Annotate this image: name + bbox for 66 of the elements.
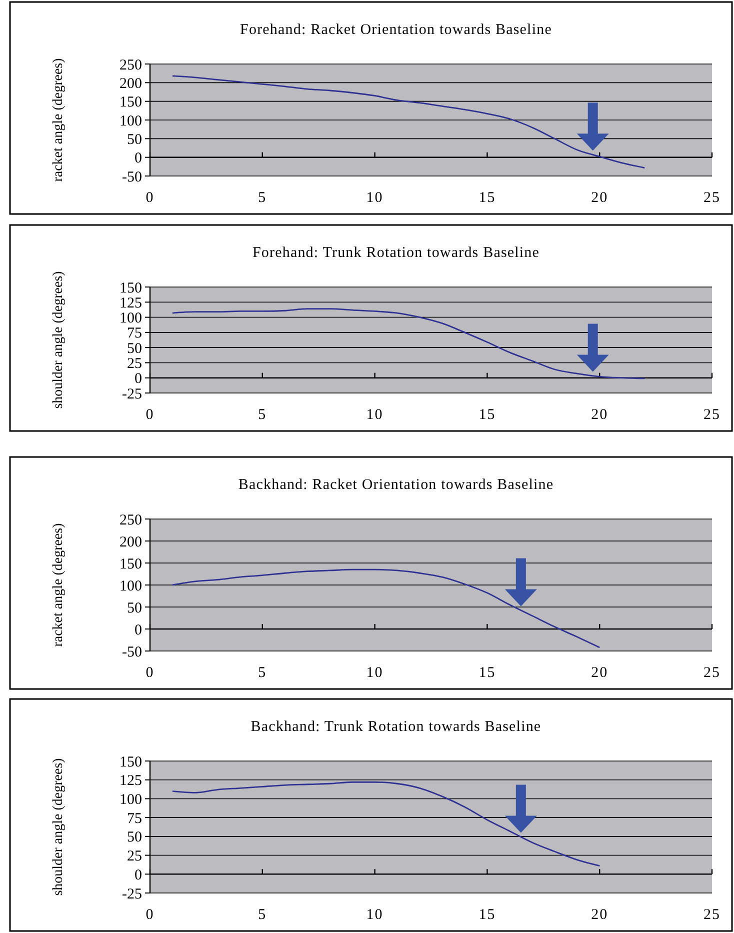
y-tick-label: 100 xyxy=(120,310,142,327)
x-tick-label: 5 xyxy=(258,190,267,206)
y-tick-label: 125 xyxy=(120,773,142,790)
y-tick-label: 75 xyxy=(127,810,142,827)
y-tick-label: -50 xyxy=(122,169,142,186)
y-axis-title: shoulder angle (degrees) xyxy=(51,758,66,896)
y-tick-label: 0 xyxy=(134,867,142,884)
y-tick-label: 50 xyxy=(127,830,142,846)
y-tick-label: 75 xyxy=(127,326,142,342)
x-tick-label: 20 xyxy=(591,665,608,681)
y-tick-label: 150 xyxy=(120,94,142,111)
y-tick-label: 50 xyxy=(127,600,142,616)
y-tick-label: 100 xyxy=(120,578,142,594)
x-tick-label: 0 xyxy=(146,907,154,923)
chart-title: Backhand: Trunk Rotation towards Baseline xyxy=(250,719,542,735)
chart-title: Forehand: Trunk Rotation towards Baseline xyxy=(252,245,540,261)
x-tick-label: 20 xyxy=(591,907,608,923)
x-tick-label: 20 xyxy=(591,407,608,423)
x-tick-label: 15 xyxy=(478,190,496,206)
x-tick-label: 10 xyxy=(366,190,384,206)
y-tick-label: -50 xyxy=(122,644,142,660)
y-tick-label: 50 xyxy=(127,340,142,357)
x-tick-label: 15 xyxy=(478,407,496,423)
x-tick-label: 25 xyxy=(704,407,720,423)
x-tick-label: 20 xyxy=(591,190,608,206)
y-tick-label: 25 xyxy=(127,848,142,865)
y-tick-label: 100 xyxy=(120,792,142,808)
x-tick-label: 15 xyxy=(478,907,496,923)
y-axis-title: shoulder angle (degrees) xyxy=(51,270,66,409)
y-tick-label: 100 xyxy=(120,113,142,130)
x-tick-label: 0 xyxy=(146,665,154,681)
y-tick-label: 150 xyxy=(120,280,142,296)
y-tick-label: 125 xyxy=(120,295,142,312)
x-tick-label: 10 xyxy=(366,907,384,923)
x-tick-label: 25 xyxy=(704,190,720,206)
line-series xyxy=(172,75,646,168)
x-tick-label: 15 xyxy=(478,665,496,681)
line-series xyxy=(172,308,646,380)
x-tick-label: 25 xyxy=(704,665,720,681)
x-tick-label: 0 xyxy=(146,407,154,423)
y-tick-label: 200 xyxy=(120,76,142,92)
x-tick-label: 5 xyxy=(258,907,267,923)
x-tick-label: 10 xyxy=(366,665,384,681)
y-tick-label: 0 xyxy=(134,622,142,638)
y-tick-label: 250 xyxy=(120,512,142,528)
x-tick-label: 25 xyxy=(704,907,720,923)
y-tick-label: 0 xyxy=(134,150,142,167)
line-series xyxy=(172,568,600,648)
y-tick-label: -25 xyxy=(122,386,142,402)
y-tick-label: 250 xyxy=(120,57,142,74)
x-tick-label: 0 xyxy=(146,190,154,206)
chart-title: Forehand: Racket Orientation towards Baseline xyxy=(240,22,552,38)
y-tick-label: 200 xyxy=(120,534,142,550)
chart-title: Backhand: Racket Orientation towards Baseline xyxy=(238,477,554,493)
y-axis-title: racket angle (degrees) xyxy=(51,522,66,647)
y-tick-label: 25 xyxy=(127,356,142,372)
x-tick-label: 5 xyxy=(258,407,267,423)
y-tick-label: 150 xyxy=(120,556,142,572)
x-tick-label: 5 xyxy=(258,665,267,681)
y-tick-label: 0 xyxy=(134,371,142,388)
y-tick-label: 50 xyxy=(127,132,142,148)
line-series xyxy=(172,781,600,867)
y-tick-label: 150 xyxy=(120,754,142,770)
y-axis-title: racket angle (degrees) xyxy=(51,58,66,182)
x-tick-label: 10 xyxy=(366,407,384,423)
y-tick-label: -25 xyxy=(122,886,142,902)
